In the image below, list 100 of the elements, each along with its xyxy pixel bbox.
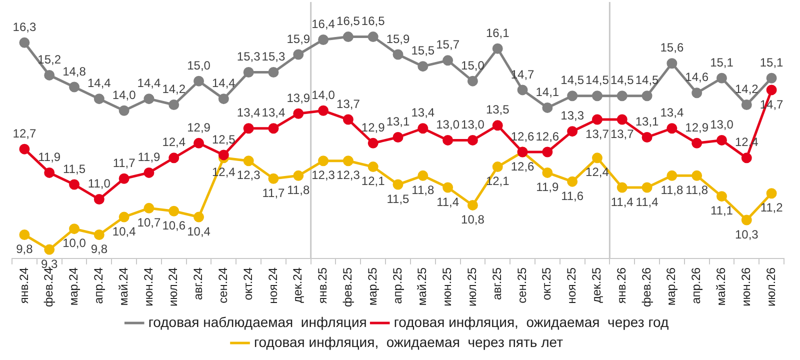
x-tick-label: янв.25 bbox=[316, 267, 330, 304]
data-label: 10,4 bbox=[187, 224, 211, 238]
data-label: 11,2 bbox=[760, 200, 784, 215]
data-label: 9,8 bbox=[16, 242, 34, 256]
data-label: 14,6 bbox=[685, 70, 709, 84]
data-label: 11,8 bbox=[287, 182, 310, 197]
data-label: 12,9 bbox=[187, 120, 211, 134]
data-label: 11,0 bbox=[88, 176, 111, 191]
point bbox=[268, 173, 279, 184]
x-tick-label: окт.24 bbox=[240, 267, 255, 300]
point bbox=[666, 123, 678, 134]
data-label: 15,1 bbox=[760, 55, 784, 70]
point bbox=[69, 82, 80, 92]
data-label: 15,0 bbox=[461, 58, 485, 72]
data-label: 14,8 bbox=[62, 64, 86, 78]
x-tick-label: фев.25 bbox=[340, 267, 355, 308]
data-label: 14,5 bbox=[610, 73, 634, 88]
point bbox=[268, 123, 279, 134]
x-tick-label: май.24 bbox=[116, 267, 130, 306]
point bbox=[716, 72, 727, 84]
point bbox=[118, 212, 130, 222]
point bbox=[592, 152, 602, 164]
data-label: 13,7 bbox=[610, 126, 634, 141]
data-label: 11,4 bbox=[610, 194, 634, 209]
point bbox=[741, 214, 752, 226]
data-label: 13,7 bbox=[586, 126, 610, 141]
point bbox=[144, 94, 154, 104]
point bbox=[592, 90, 602, 102]
point bbox=[766, 72, 777, 84]
x-tick-label: июл.26 bbox=[764, 267, 778, 307]
data-label: 11,5 bbox=[386, 192, 410, 206]
data-label: 13,1 bbox=[635, 114, 660, 129]
point bbox=[118, 173, 130, 184]
data-label: 13,7 bbox=[336, 96, 360, 111]
data-label: 10,7 bbox=[137, 215, 161, 230]
point bbox=[716, 191, 727, 202]
data-label: 10,8 bbox=[461, 212, 485, 227]
data-label: 12,7 bbox=[12, 126, 36, 140]
point bbox=[666, 58, 678, 69]
point bbox=[69, 224, 80, 234]
x-tick-label: авг.24 bbox=[191, 267, 206, 300]
x-tick-label: май.25 bbox=[415, 267, 430, 306]
point bbox=[318, 105, 329, 116]
point bbox=[392, 132, 404, 142]
data-label: 14,1 bbox=[536, 85, 560, 100]
point bbox=[168, 152, 180, 164]
point bbox=[616, 90, 628, 102]
point bbox=[293, 108, 304, 119]
data-label: 15,9 bbox=[286, 32, 310, 46]
legend-label: годовая инфляция, ожидаемая через год bbox=[394, 314, 669, 330]
x-tick-label: сен.25 bbox=[514, 267, 529, 304]
data-label: 14,0 bbox=[312, 88, 336, 102]
point bbox=[517, 84, 528, 96]
data-label: 13,0 bbox=[461, 118, 485, 132]
point bbox=[144, 167, 154, 178]
data-label: 11,5 bbox=[63, 162, 86, 176]
point bbox=[642, 132, 652, 142]
point bbox=[368, 138, 378, 148]
x-tick-label: янв.26 bbox=[614, 267, 628, 304]
point bbox=[392, 49, 404, 60]
x-tick-label: июл.24 bbox=[166, 267, 180, 307]
data-label: 11,1 bbox=[710, 204, 734, 218]
data-label: 15,9 bbox=[386, 32, 410, 46]
data-label: 15,6 bbox=[660, 40, 684, 55]
point bbox=[542, 167, 553, 178]
point bbox=[616, 182, 628, 193]
data-label: 13,5 bbox=[486, 102, 510, 117]
data-label: 15,5 bbox=[411, 44, 435, 58]
x-tick-label: июл.25 bbox=[465, 267, 480, 307]
data-label: 11,9 bbox=[38, 150, 61, 164]
data-label: 11,8 bbox=[660, 182, 684, 197]
data-label: 14,5 bbox=[635, 73, 660, 88]
point bbox=[243, 66, 254, 78]
data-label: 15,2 bbox=[38, 52, 62, 66]
point bbox=[243, 123, 254, 134]
point bbox=[218, 94, 229, 104]
point bbox=[567, 126, 578, 137]
x-tick-label: окт.25 bbox=[540, 267, 554, 300]
point bbox=[268, 66, 279, 78]
point bbox=[766, 188, 777, 199]
point bbox=[44, 70, 55, 80]
x-tick-label: янв.24 bbox=[16, 267, 31, 304]
data-label: 12,6 bbox=[510, 129, 535, 144]
point bbox=[716, 134, 727, 146]
point bbox=[592, 114, 602, 125]
x-tick-label: июн.26 bbox=[738, 267, 753, 306]
point bbox=[194, 76, 204, 86]
data-label: 14,4 bbox=[137, 76, 161, 90]
point bbox=[692, 138, 702, 148]
data-label: 16,4 bbox=[312, 17, 336, 32]
point bbox=[69, 179, 80, 190]
point bbox=[442, 134, 454, 146]
point bbox=[642, 182, 652, 193]
x-tick-label: апр.24 bbox=[91, 267, 106, 304]
data-label: 13,0 bbox=[710, 118, 734, 132]
x-tick-label: июн.25 bbox=[440, 267, 454, 306]
point bbox=[666, 170, 678, 181]
x-tick-label: ноя.25 bbox=[564, 267, 579, 304]
data-label: 12,3 bbox=[336, 168, 360, 182]
point bbox=[392, 179, 404, 190]
